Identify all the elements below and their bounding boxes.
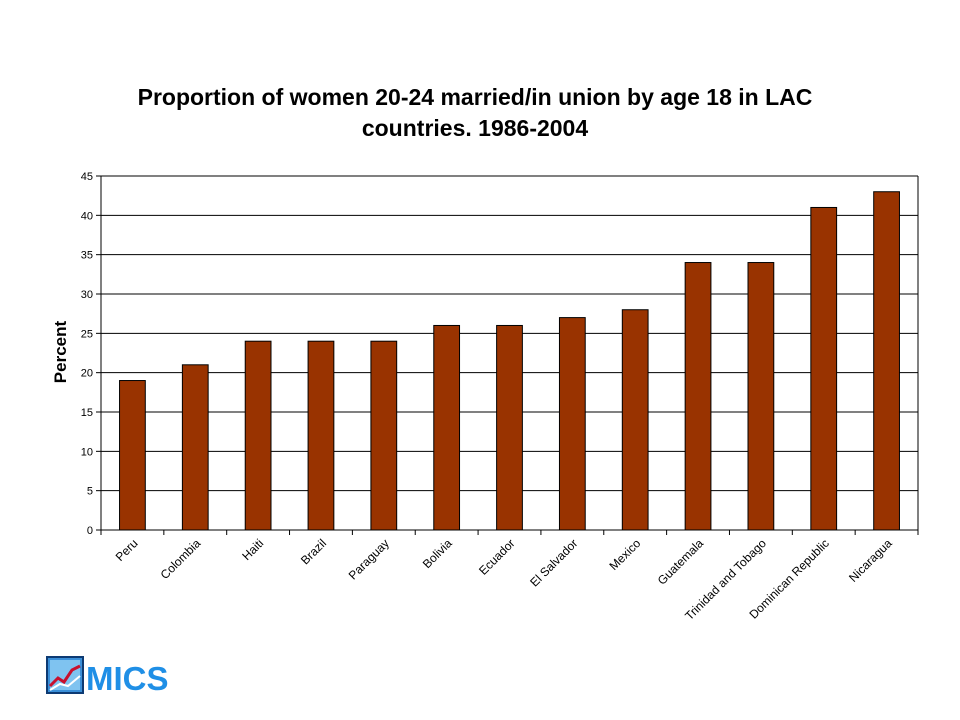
bar — [433, 324, 461, 531]
y-tick-label: 25 — [81, 328, 93, 340]
bar — [370, 340, 398, 531]
category-label: Ecuador — [476, 536, 518, 578]
bar — [119, 380, 146, 531]
mics-logo-icon — [46, 656, 84, 694]
y-tick-labels: 0 5 10 15 20 25 30 35 40 45 — [81, 171, 93, 537]
bar — [307, 340, 335, 531]
bar — [558, 317, 586, 531]
chart-title: Proportion of women 20-24 married/in uni… — [60, 82, 890, 144]
bar — [496, 324, 523, 531]
y-tick-label: 5 — [87, 486, 93, 498]
category-label: Nicaragua — [846, 536, 895, 585]
y-axis-label: Percent — [51, 320, 70, 383]
category-label: El Salvador — [527, 536, 580, 589]
logo-text: MICS — [86, 660, 169, 697]
bar — [621, 309, 649, 531]
y-tick-label: 15 — [81, 407, 93, 419]
bar — [873, 191, 900, 531]
y-tick-label: 40 — [81, 210, 93, 222]
category-label: Brazil — [298, 536, 329, 567]
category-label: Mexico — [607, 536, 644, 573]
axes — [96, 175, 919, 535]
chart-title-line-1: Proportion of women 20-24 married/in uni… — [137, 84, 813, 110]
bar — [244, 340, 272, 531]
category-label: Bolivia — [420, 536, 455, 571]
y-tick-label: 10 — [81, 446, 93, 458]
y-tick-label: 0 — [87, 525, 93, 537]
category-label: Haiti — [239, 536, 266, 563]
y-tick-label: 20 — [81, 368, 93, 380]
mics-logo: MICS — [46, 656, 196, 700]
bar — [684, 262, 712, 531]
category-label: Colombia — [158, 536, 204, 582]
chart-title-line-2: countries. 1986-2004 — [361, 115, 589, 141]
bar — [181, 364, 209, 531]
category-label: Guatemala — [655, 536, 707, 588]
y-tick-label: 45 — [81, 171, 93, 183]
bar — [747, 262, 775, 531]
bar — [810, 206, 838, 531]
y-tick-label: 35 — [81, 250, 93, 262]
category-labels: Peru Colombia Haiti Brazil Paraguay Bolivia Ec… — [113, 536, 895, 623]
category-label: Peru — [113, 536, 141, 564]
y-tick-label: 30 — [81, 289, 93, 301]
category-label: Paraguay — [346, 536, 392, 582]
bars — [119, 191, 900, 531]
